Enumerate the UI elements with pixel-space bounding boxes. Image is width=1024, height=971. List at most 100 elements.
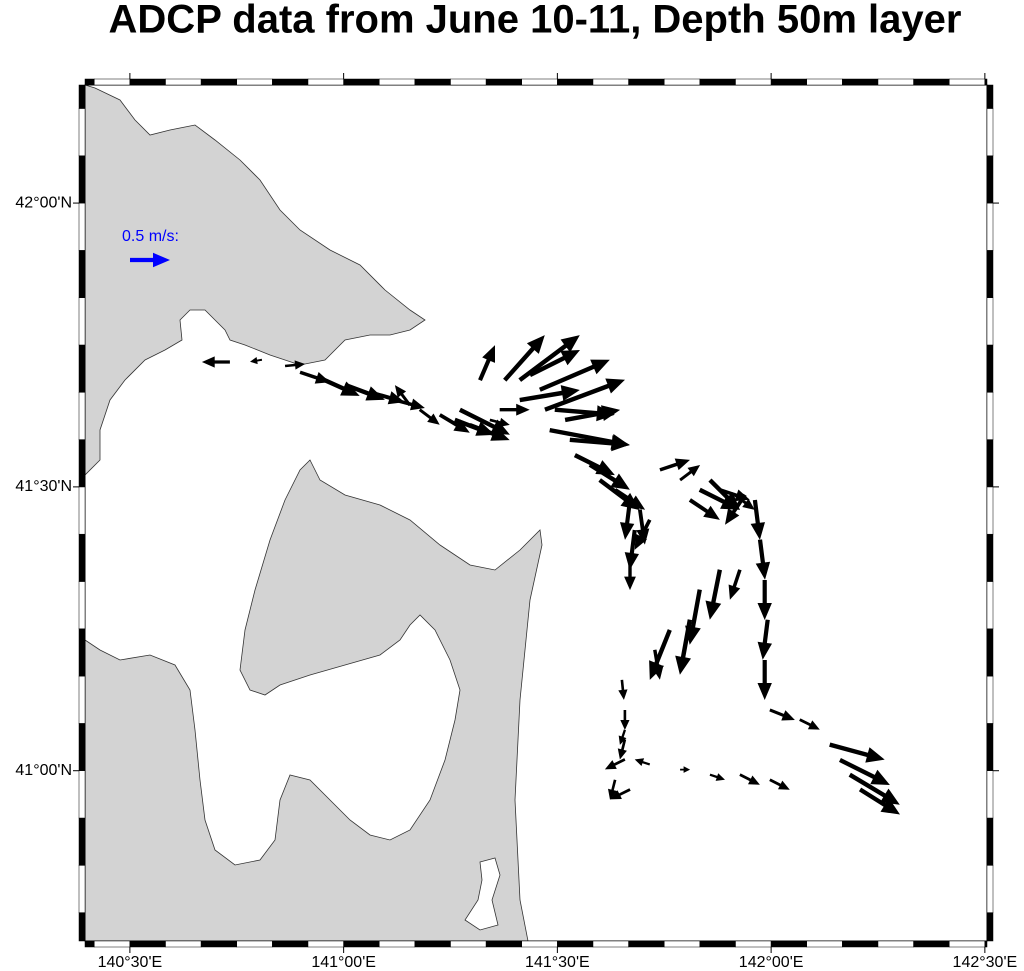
frame-block	[200, 78, 238, 86]
frame-block	[842, 940, 879, 948]
current-vector	[250, 357, 263, 365]
frame-block	[78, 486, 86, 535]
frame-block	[485, 78, 523, 86]
frame-block	[129, 78, 166, 86]
frame-block	[806, 940, 843, 948]
frame-block	[770, 78, 807, 86]
frame-block	[986, 675, 994, 724]
current-vector	[769, 778, 790, 790]
hokkaido-coast	[85, 85, 426, 476]
current-vector	[688, 498, 720, 520]
current-vector	[757, 619, 772, 660]
frame-block	[78, 344, 86, 393]
frame-block	[699, 940, 736, 948]
frame-block	[78, 675, 86, 724]
frame-block	[129, 940, 166, 948]
frame-block	[78, 108, 86, 157]
frame-block	[78, 439, 86, 488]
current-vector	[554, 405, 615, 422]
frame-block	[986, 817, 994, 866]
frame-block	[557, 940, 594, 948]
x-tick-label: 141°30'E	[525, 954, 590, 971]
x-tick-label: 142°00'E	[739, 954, 804, 971]
current-vector	[618, 679, 628, 700]
current-vector	[529, 350, 580, 377]
frame-block	[200, 940, 238, 948]
frame-block	[877, 940, 914, 948]
frame-block	[78, 250, 86, 298]
frame-block	[806, 78, 843, 86]
frame-block	[78, 297, 86, 346]
current-vector	[651, 649, 664, 680]
reference-vector	[130, 252, 170, 268]
current-vector	[519, 385, 580, 403]
frame-block	[78, 723, 86, 771]
current-vector	[757, 660, 772, 700]
frame-block	[414, 940, 451, 948]
current-vector	[604, 758, 626, 770]
frame-block	[78, 155, 86, 204]
current-vector	[394, 385, 412, 407]
frame-block	[414, 78, 451, 86]
current-vector	[620, 710, 630, 730]
lake	[464, 857, 501, 931]
current-vector	[679, 465, 701, 482]
frame-block	[450, 940, 487, 948]
current-vector	[614, 488, 646, 510]
frame-block	[592, 940, 629, 948]
frame-block	[343, 940, 380, 948]
current-vector	[610, 788, 631, 800]
current-vector	[750, 499, 765, 540]
frame-block	[986, 250, 994, 298]
current-vector	[680, 766, 691, 773]
frame-block	[986, 581, 994, 630]
frame-block	[877, 78, 914, 86]
frame-block	[984, 940, 988, 948]
frame-block	[986, 912, 994, 942]
current-vector	[564, 405, 621, 423]
frame-block	[450, 78, 487, 86]
frame-block	[592, 78, 629, 86]
frame-block	[842, 78, 879, 86]
frame-block	[986, 439, 994, 488]
current-vector	[675, 619, 693, 675]
frame-block	[343, 78, 380, 86]
current-vector	[518, 335, 580, 382]
current-vector	[733, 493, 755, 510]
current-vector	[588, 462, 630, 490]
frame-block	[78, 392, 86, 440]
frame-block	[94, 78, 131, 86]
current-vector	[344, 382, 385, 401]
frame-block	[557, 78, 594, 86]
frame-block	[986, 108, 994, 157]
current-vector	[284, 360, 306, 370]
frame-block	[307, 940, 344, 948]
frame-block	[913, 78, 950, 86]
frame-block	[984, 78, 988, 86]
frame-block	[78, 84, 86, 109]
frame-block	[165, 78, 202, 86]
current-vector	[636, 509, 650, 545]
frame-block	[84, 78, 95, 86]
frame-block	[986, 865, 994, 913]
current-vector	[573, 453, 615, 476]
frame-block	[948, 78, 986, 86]
frame-block	[770, 940, 807, 948]
current-vector	[608, 779, 618, 800]
current-vector	[839, 758, 890, 785]
frame-block	[78, 817, 86, 866]
current-vector	[634, 758, 651, 766]
current-vector	[458, 407, 510, 435]
current-vector	[618, 729, 627, 745]
frame-block	[986, 84, 994, 109]
map-title: ADCP data from June 10-11, Depth 50m lay…	[109, 0, 962, 42]
current-vector	[755, 539, 771, 580]
frame-block	[78, 628, 86, 677]
y-tick-label: 41°00'N	[15, 762, 72, 779]
current-vector	[549, 428, 630, 450]
frame-block	[272, 78, 309, 86]
current-vector	[617, 739, 627, 760]
current-vector	[728, 569, 742, 600]
frame-block	[986, 297, 994, 346]
